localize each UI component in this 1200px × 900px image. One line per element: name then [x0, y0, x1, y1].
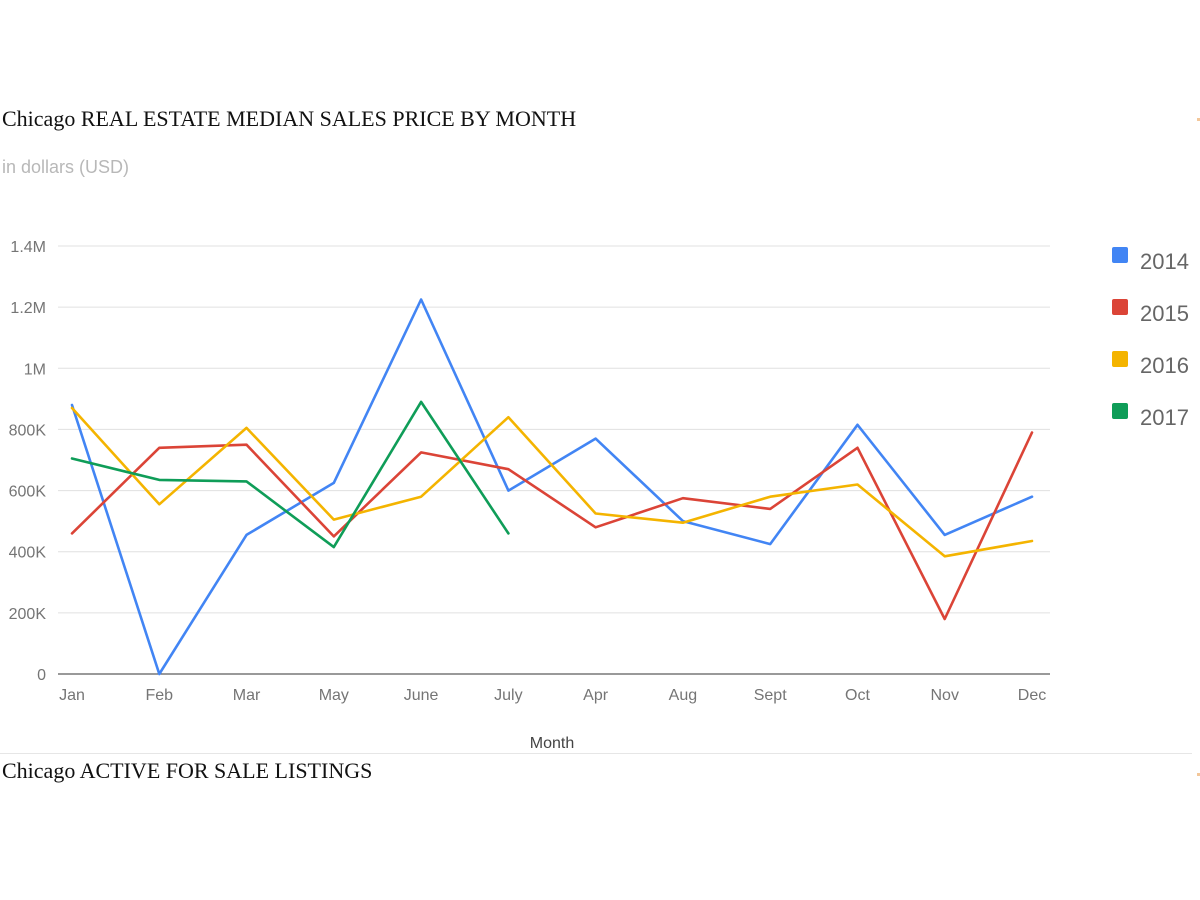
legend-swatch — [1112, 299, 1128, 315]
data-point[interactable] — [330, 516, 338, 524]
data-point[interactable] — [679, 494, 687, 502]
data-point[interactable] — [1028, 493, 1036, 501]
x-tick-label: Dec — [1018, 687, 1046, 704]
legend-label: 2015 — [1140, 301, 1189, 326]
data-point[interactable] — [155, 500, 163, 508]
next-section-title: Chicago ACTIVE FOR SALE LISTINGS — [2, 758, 373, 783]
data-point[interactable] — [766, 540, 774, 548]
data-point[interactable] — [330, 543, 338, 551]
legend-item-2016[interactable]: 2016 — [1112, 351, 1189, 378]
edge-marker — [1197, 773, 1200, 776]
data-point[interactable] — [504, 413, 512, 421]
data-point[interactable] — [592, 435, 600, 443]
y-tick-label: 0 — [37, 667, 46, 684]
y-axis-tick-labels: 0 200K 400K 600K 800K 1M 1.2M 1.4M — [9, 239, 47, 684]
data-point[interactable] — [592, 523, 600, 531]
data-point[interactable] — [243, 531, 251, 539]
legend-item-2014[interactable]: 2014 — [1112, 247, 1189, 274]
y-tick-label: 600K — [9, 484, 47, 501]
chart-series — [68, 296, 1036, 678]
data-point[interactable] — [941, 531, 949, 539]
data-point[interactable] — [941, 615, 949, 623]
data-point[interactable] — [854, 421, 862, 429]
series-2015 — [68, 429, 1036, 623]
data-point[interactable] — [679, 519, 687, 527]
data-point[interactable] — [1028, 537, 1036, 545]
series-2017 — [68, 398, 512, 551]
series-line-2016 — [70, 406, 1034, 558]
x-tick-label: Apr — [583, 687, 609, 704]
legend-swatch — [1112, 351, 1128, 367]
x-tick-label: Nov — [931, 687, 959, 704]
legend-swatch — [1112, 247, 1128, 263]
data-point[interactable] — [1028, 429, 1036, 437]
y-tick-label: 1M — [24, 361, 46, 378]
x-axis-tick-labels: Jan Feb Mar May June July Apr Aug Sept Oct Nov Dec — [59, 687, 1046, 704]
data-point[interactable] — [766, 493, 774, 501]
x-tick-label: May — [319, 687, 349, 704]
data-point[interactable] — [504, 465, 512, 473]
y-tick-label: 400K — [9, 545, 47, 562]
series-line-2017 — [70, 400, 510, 549]
x-tick-label: July — [494, 687, 522, 704]
data-point[interactable] — [504, 529, 512, 537]
data-point[interactable] — [330, 479, 338, 487]
data-point[interactable] — [155, 444, 163, 452]
legend-swatch — [1112, 403, 1128, 419]
x-tick-label: June — [404, 687, 439, 704]
data-point[interactable] — [243, 424, 251, 432]
series-line-2014 — [70, 298, 1034, 676]
data-point[interactable] — [243, 441, 251, 449]
data-point[interactable] — [330, 532, 338, 540]
data-point[interactable] — [417, 398, 425, 406]
data-point[interactable] — [155, 670, 163, 678]
y-tick-label: 1.4M — [10, 239, 46, 256]
data-point[interactable] — [68, 529, 76, 537]
legend-label: 2014 — [1140, 249, 1189, 274]
x-tick-label: Feb — [145, 687, 173, 704]
y-tick-label: 800K — [9, 422, 47, 439]
section-divider — [0, 753, 1192, 754]
series-line-2015 — [70, 431, 1034, 621]
chart-gridlines — [58, 245, 1050, 675]
series-2014 — [70, 296, 1036, 678]
edge-marker — [1197, 118, 1200, 121]
data-point[interactable] — [68, 455, 76, 463]
data-point[interactable] — [417, 448, 425, 456]
legend-item-2015[interactable]: 2015 — [1112, 299, 1189, 326]
series-2016 — [68, 404, 1036, 560]
data-point[interactable] — [504, 487, 512, 495]
legend-label: 2016 — [1140, 353, 1189, 378]
x-tick-label: Sept — [754, 687, 787, 704]
data-point[interactable] — [68, 404, 76, 412]
x-tick-label: Oct — [845, 687, 870, 704]
data-point[interactable] — [941, 552, 949, 560]
data-point[interactable] — [854, 481, 862, 489]
y-tick-label: 1.2M — [10, 300, 46, 317]
y-tick-label: 200K — [9, 606, 47, 623]
chart-subtitle: in dollars (USD) — [2, 157, 130, 177]
line-chart: 0 200K 400K 600K 800K 1M 1.2M 1.4M Jan Feb Mar May… — [9, 239, 1189, 752]
data-point[interactable] — [155, 476, 163, 484]
x-tick-label: Jan — [59, 687, 85, 704]
x-tick-label: Aug — [669, 687, 697, 704]
data-point[interactable] — [592, 510, 600, 518]
legend-item-2017[interactable]: 2017 — [1112, 403, 1189, 430]
data-point[interactable] — [854, 444, 862, 452]
x-axis-title: Month — [530, 735, 574, 752]
data-point[interactable] — [417, 296, 425, 304]
x-tick-label: Mar — [233, 687, 261, 704]
legend-label: 2017 — [1140, 405, 1189, 430]
data-point[interactable] — [243, 477, 251, 485]
chart-legend[interactable]: 2014 2015 2016 2017 — [1112, 247, 1189, 430]
data-point[interactable] — [766, 505, 774, 513]
data-point[interactable] — [417, 493, 425, 501]
chart-title: Chicago REAL ESTATE MEDIAN SALES PRICE B… — [2, 106, 577, 131]
